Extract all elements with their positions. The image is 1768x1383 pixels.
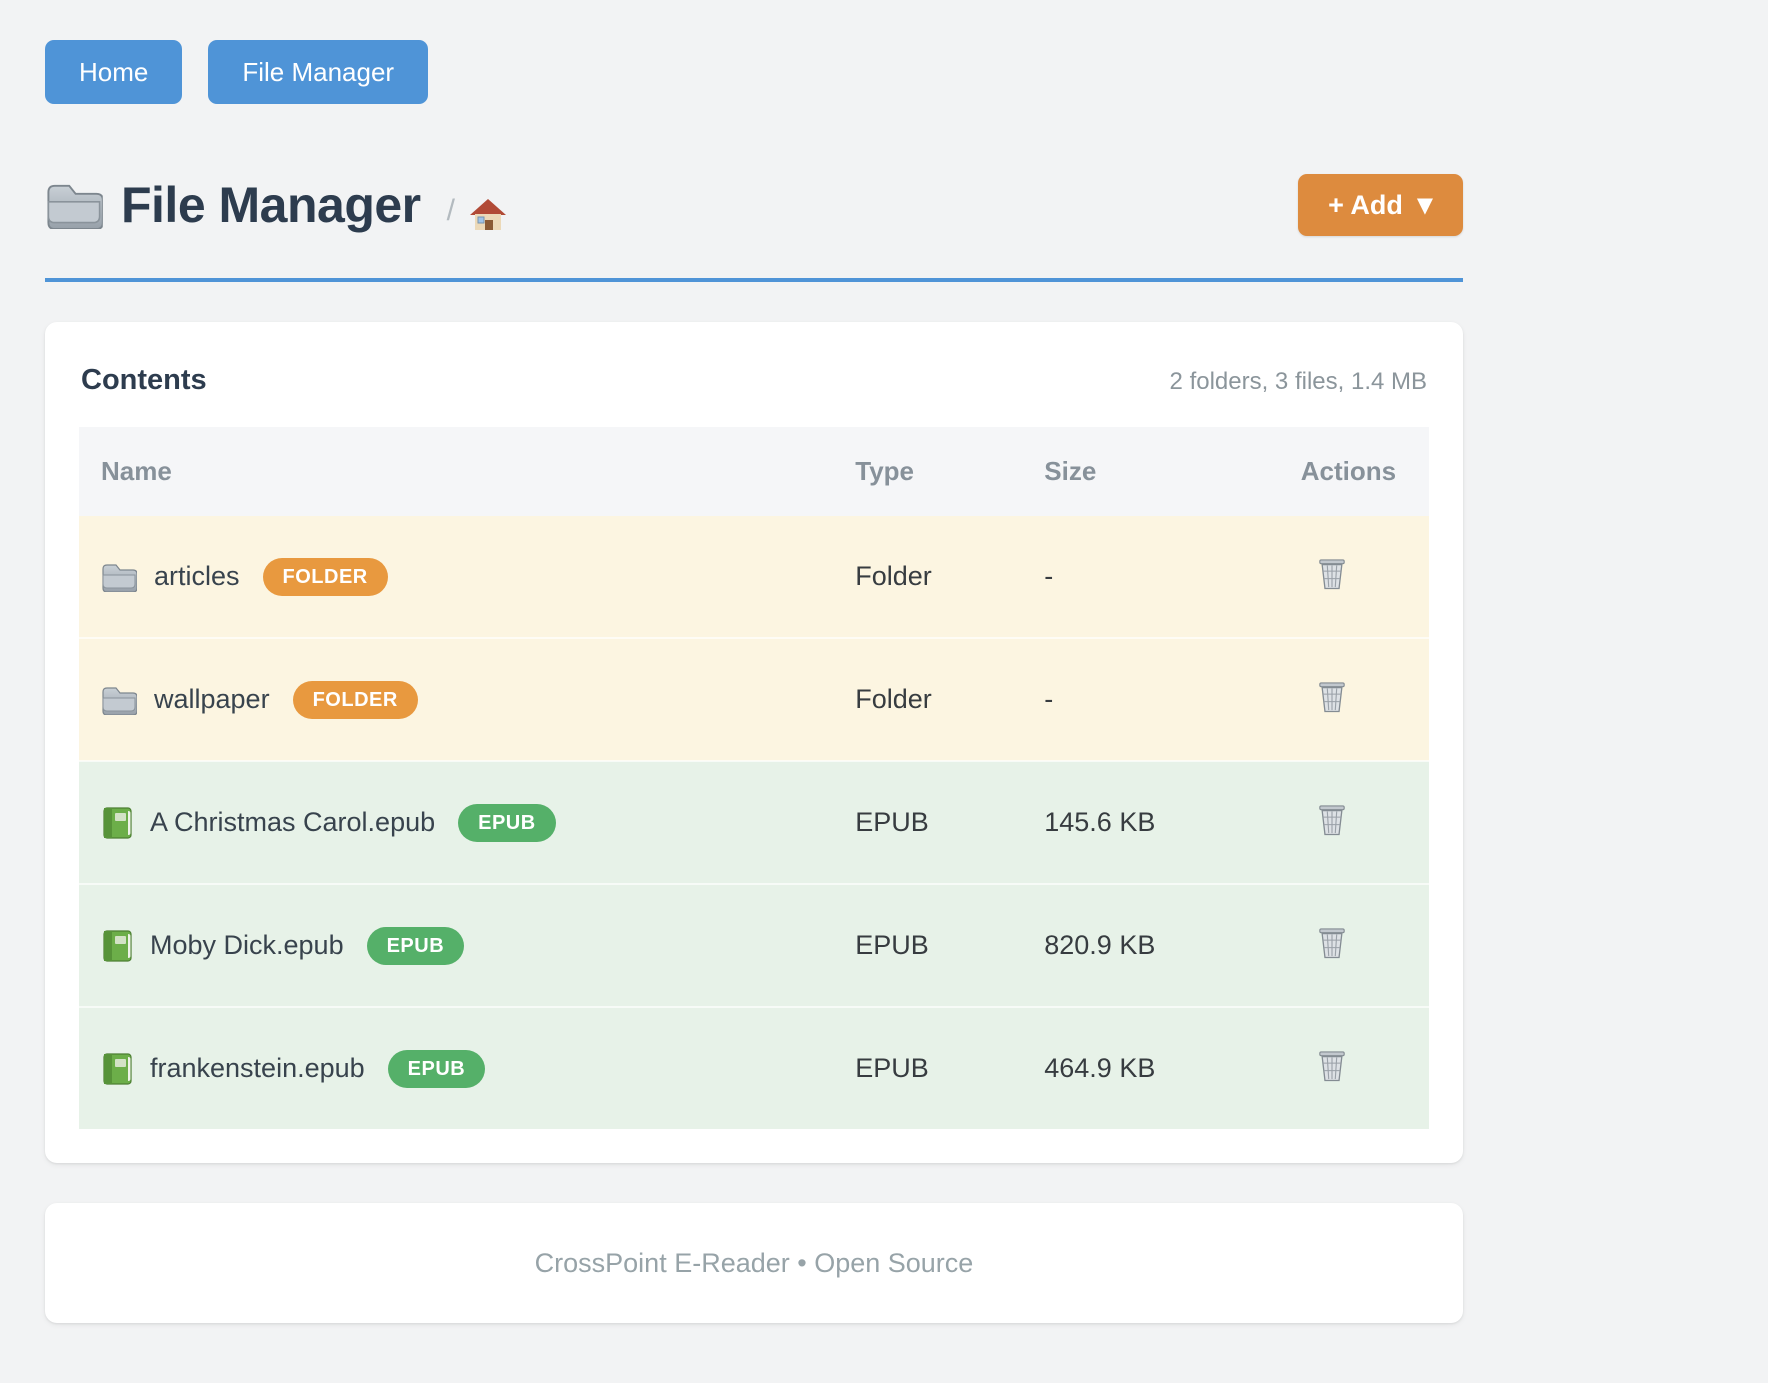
size-cell: - (1044, 684, 1054, 714)
size-cell: 145.6 KB (1044, 807, 1156, 837)
top-nav: Home File Manager (45, 40, 1463, 104)
nav-file-manager-button[interactable]: File Manager (208, 40, 429, 104)
green-book-icon (101, 1052, 133, 1086)
footer: CrossPoint E-Reader • Open Source (45, 1203, 1463, 1323)
epub-badge: EPUB (387, 1049, 486, 1088)
type-cell: EPUB (855, 930, 929, 960)
delete-button[interactable] (1301, 679, 1347, 713)
table-row-articles: articles FOLDER Folder - (79, 516, 1429, 638)
folder-icon (45, 181, 103, 229)
delete-button[interactable] (1301, 1048, 1347, 1082)
epub-badge: EPUB (458, 803, 556, 842)
nav-home-button[interactable]: Home (45, 40, 183, 104)
column-header-type: Type (855, 456, 915, 486)
file-name-link[interactable]: articles (154, 561, 240, 591)
add-button-label: + Add (1328, 189, 1403, 220)
folder-badge: FOLDER (292, 680, 418, 719)
table-row-frankenstein: frankenstein.epub EPUB EPUB 464.9 KB (79, 1007, 1429, 1129)
green-book-icon (101, 806, 133, 840)
size-cell: 820.9 KB (1044, 930, 1156, 960)
folder-badge: FOLDER (262, 557, 388, 596)
contents-summary: 2 folders, 3 files, 1.4 MB (1169, 368, 1427, 395)
breadcrumb-separator: / (446, 194, 455, 227)
page-header: File Manager / + Add ▼ (45, 174, 1463, 236)
page-title: File Manager (121, 177, 421, 233)
column-header-size: Size (1044, 456, 1097, 486)
file-name-link[interactable]: Moby Dick.epub (150, 930, 344, 960)
size-cell: 464.9 KB (1044, 1053, 1156, 1083)
house-icon[interactable] (469, 198, 507, 234)
add-button[interactable]: + Add ▼ (1298, 174, 1463, 236)
column-header-name: Name (101, 456, 172, 486)
size-cell: - (1044, 561, 1054, 591)
file-name-link[interactable]: wallpaper (154, 684, 270, 714)
trash-icon (1317, 925, 1347, 959)
file-table: Name Type Size Actions articles FOLDER F… (79, 427, 1429, 1129)
contents-title: Contents (81, 364, 207, 396)
table-row-moby-dick: Moby Dick.epub EPUB EPUB 820.9 KB (79, 884, 1429, 1007)
type-cell: EPUB (855, 1053, 929, 1083)
file-name-link[interactable]: A Christmas Carol.epub (150, 807, 436, 837)
table-row-christmas-carol: A Christmas Carol.epub EPUB EPUB 145.6 K… (79, 761, 1429, 884)
chevron-down-icon: ▼ (1416, 192, 1433, 217)
trash-icon (1317, 556, 1347, 590)
trash-icon (1317, 802, 1347, 836)
folder-icon (101, 562, 137, 592)
footer-text: CrossPoint E-Reader • Open Source (534, 1247, 974, 1278)
delete-button[interactable] (1301, 556, 1347, 590)
table-header-row: Name Type Size Actions (79, 427, 1429, 516)
file-name-link[interactable]: frankenstein.epub (150, 1053, 365, 1083)
column-header-actions: Actions (1300, 456, 1397, 486)
folder-icon (101, 685, 137, 715)
type-cell: EPUB (855, 807, 929, 837)
delete-button[interactable] (1301, 925, 1347, 959)
page: Home File Manager File Manager / + Add ▼… (45, 0, 1463, 1383)
trash-icon (1317, 1048, 1347, 1082)
green-book-icon (101, 929, 133, 963)
table-row-wallpaper: wallpaper FOLDER Folder - (79, 638, 1429, 761)
contents-card: Contents 2 folders, 3 files, 1.4 MB Name… (45, 322, 1463, 1163)
header-divider (45, 278, 1463, 282)
epub-badge: EPUB (366, 926, 465, 965)
trash-icon (1317, 679, 1347, 713)
type-cell: Folder (855, 684, 932, 714)
delete-button[interactable] (1301, 802, 1347, 836)
type-cell: Folder (855, 561, 932, 591)
